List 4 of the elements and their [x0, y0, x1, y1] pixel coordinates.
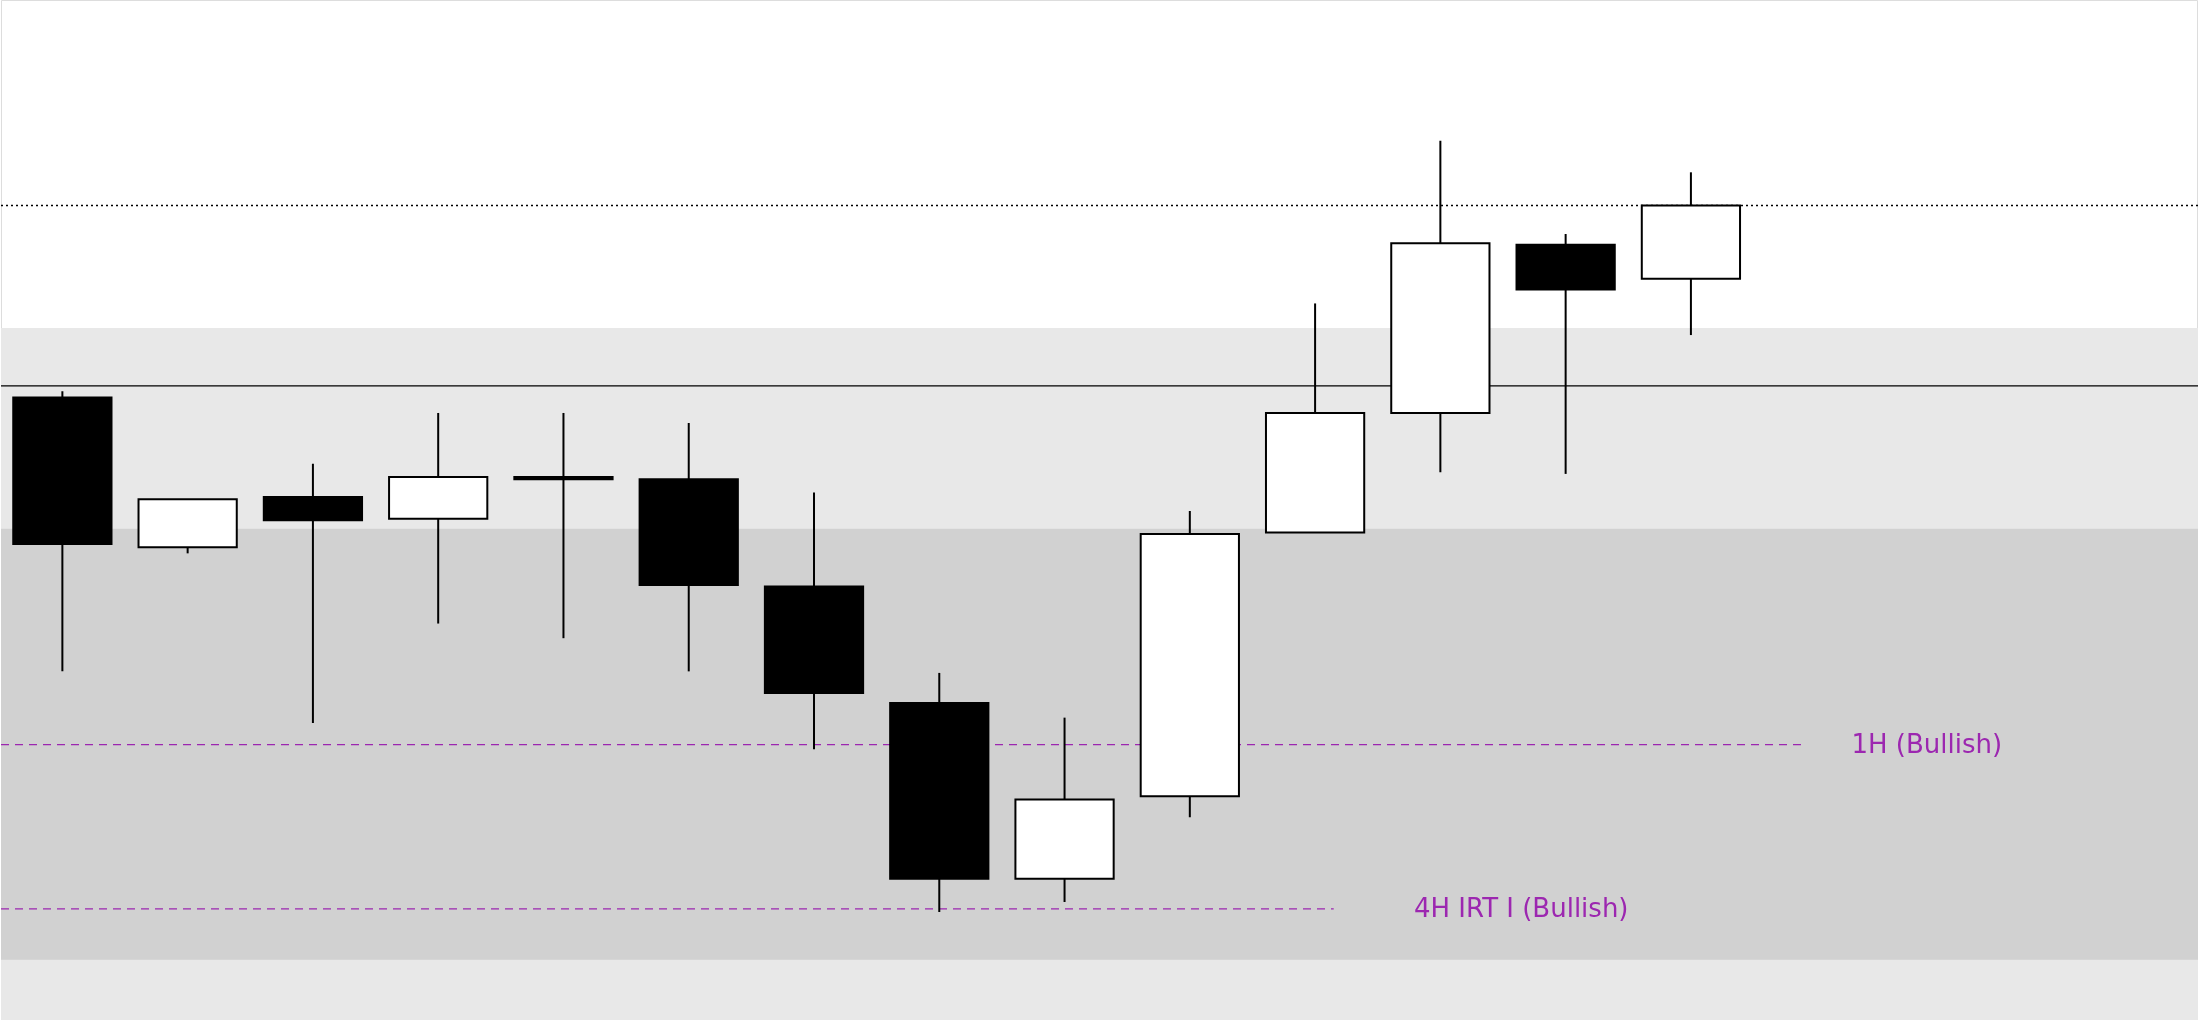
ref-line-label: 1H (Bullish): [1851, 728, 2003, 759]
ref-line-label: 4H IRT I (Bullish): [1413, 892, 1629, 923]
candlestick: [262, 462, 364, 725]
candlestick: [513, 411, 614, 640]
